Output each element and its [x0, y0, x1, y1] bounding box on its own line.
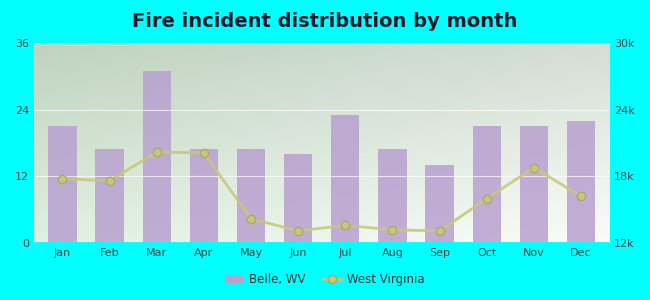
Bar — [520, 126, 548, 243]
Bar — [190, 148, 218, 243]
Bar — [142, 71, 171, 243]
Bar — [567, 121, 595, 243]
Bar — [48, 126, 77, 243]
Bar — [237, 148, 265, 243]
Legend: Belle, WV, West Virginia: Belle, WV, West Virginia — [221, 269, 429, 291]
Bar — [426, 165, 454, 243]
Bar — [96, 148, 124, 243]
Bar — [378, 148, 407, 243]
Text: Fire incident distribution by month: Fire incident distribution by month — [133, 12, 517, 31]
Bar — [332, 115, 359, 243]
Bar — [473, 126, 501, 243]
Bar — [284, 154, 312, 243]
